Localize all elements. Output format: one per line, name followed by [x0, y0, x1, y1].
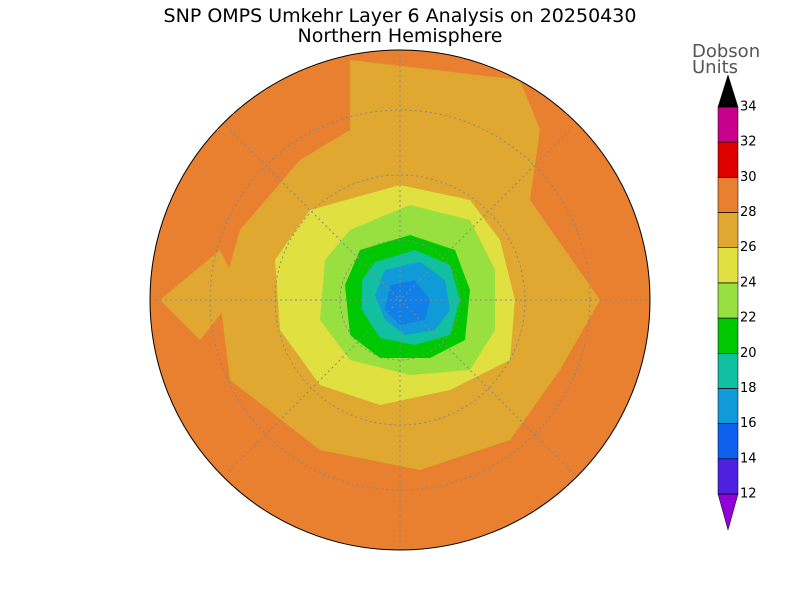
colorbar-bin [717, 177, 739, 213]
colorbar-bin [717, 141, 739, 178]
colorbar-bin [717, 212, 739, 248]
colorbar-tick-label: 24 [740, 275, 757, 290]
map [149, 49, 651, 551]
colorbar-bin [717, 353, 739, 389]
colorbar-label: Dobson [692, 41, 760, 62]
colorbar-bin [717, 247, 739, 284]
title: SNP OMPS Umkehr Layer 6 Analysis on 2025… [164, 5, 637, 27]
colorbar-tick-label: 32 [740, 135, 757, 150]
colorbar-tick-label: 20 [740, 346, 757, 361]
colorbar-tick-label: 26 [740, 240, 757, 255]
colorbar-tick-label: 34 [740, 100, 757, 115]
colorbar-bin [717, 282, 739, 319]
colorbar-tick-label: 22 [740, 311, 757, 326]
colorbar-bin [717, 458, 739, 495]
colorbar-tick-label: 18 [740, 381, 757, 396]
colorbar-under [717, 493, 739, 531]
colorbar-over [717, 74, 739, 108]
colorbar-tick-label: 12 [740, 487, 757, 502]
colorbar-bin [717, 388, 739, 424]
field-28-30-b [160, 250, 240, 340]
colorbar-bin [717, 106, 739, 143]
colorbar-tick-label: 30 [740, 170, 757, 185]
field-18 [385, 280, 430, 325]
colorbar-tick-label: 14 [740, 451, 757, 466]
colorbar-tick-label: 16 [740, 416, 757, 431]
colorbar-label: Units [692, 57, 738, 78]
subtitle: Northern Hemisphere [298, 25, 503, 47]
colorbar-tick-label: 28 [740, 205, 757, 220]
colorbar-bin [717, 423, 739, 460]
colorbar-bin [717, 317, 739, 354]
